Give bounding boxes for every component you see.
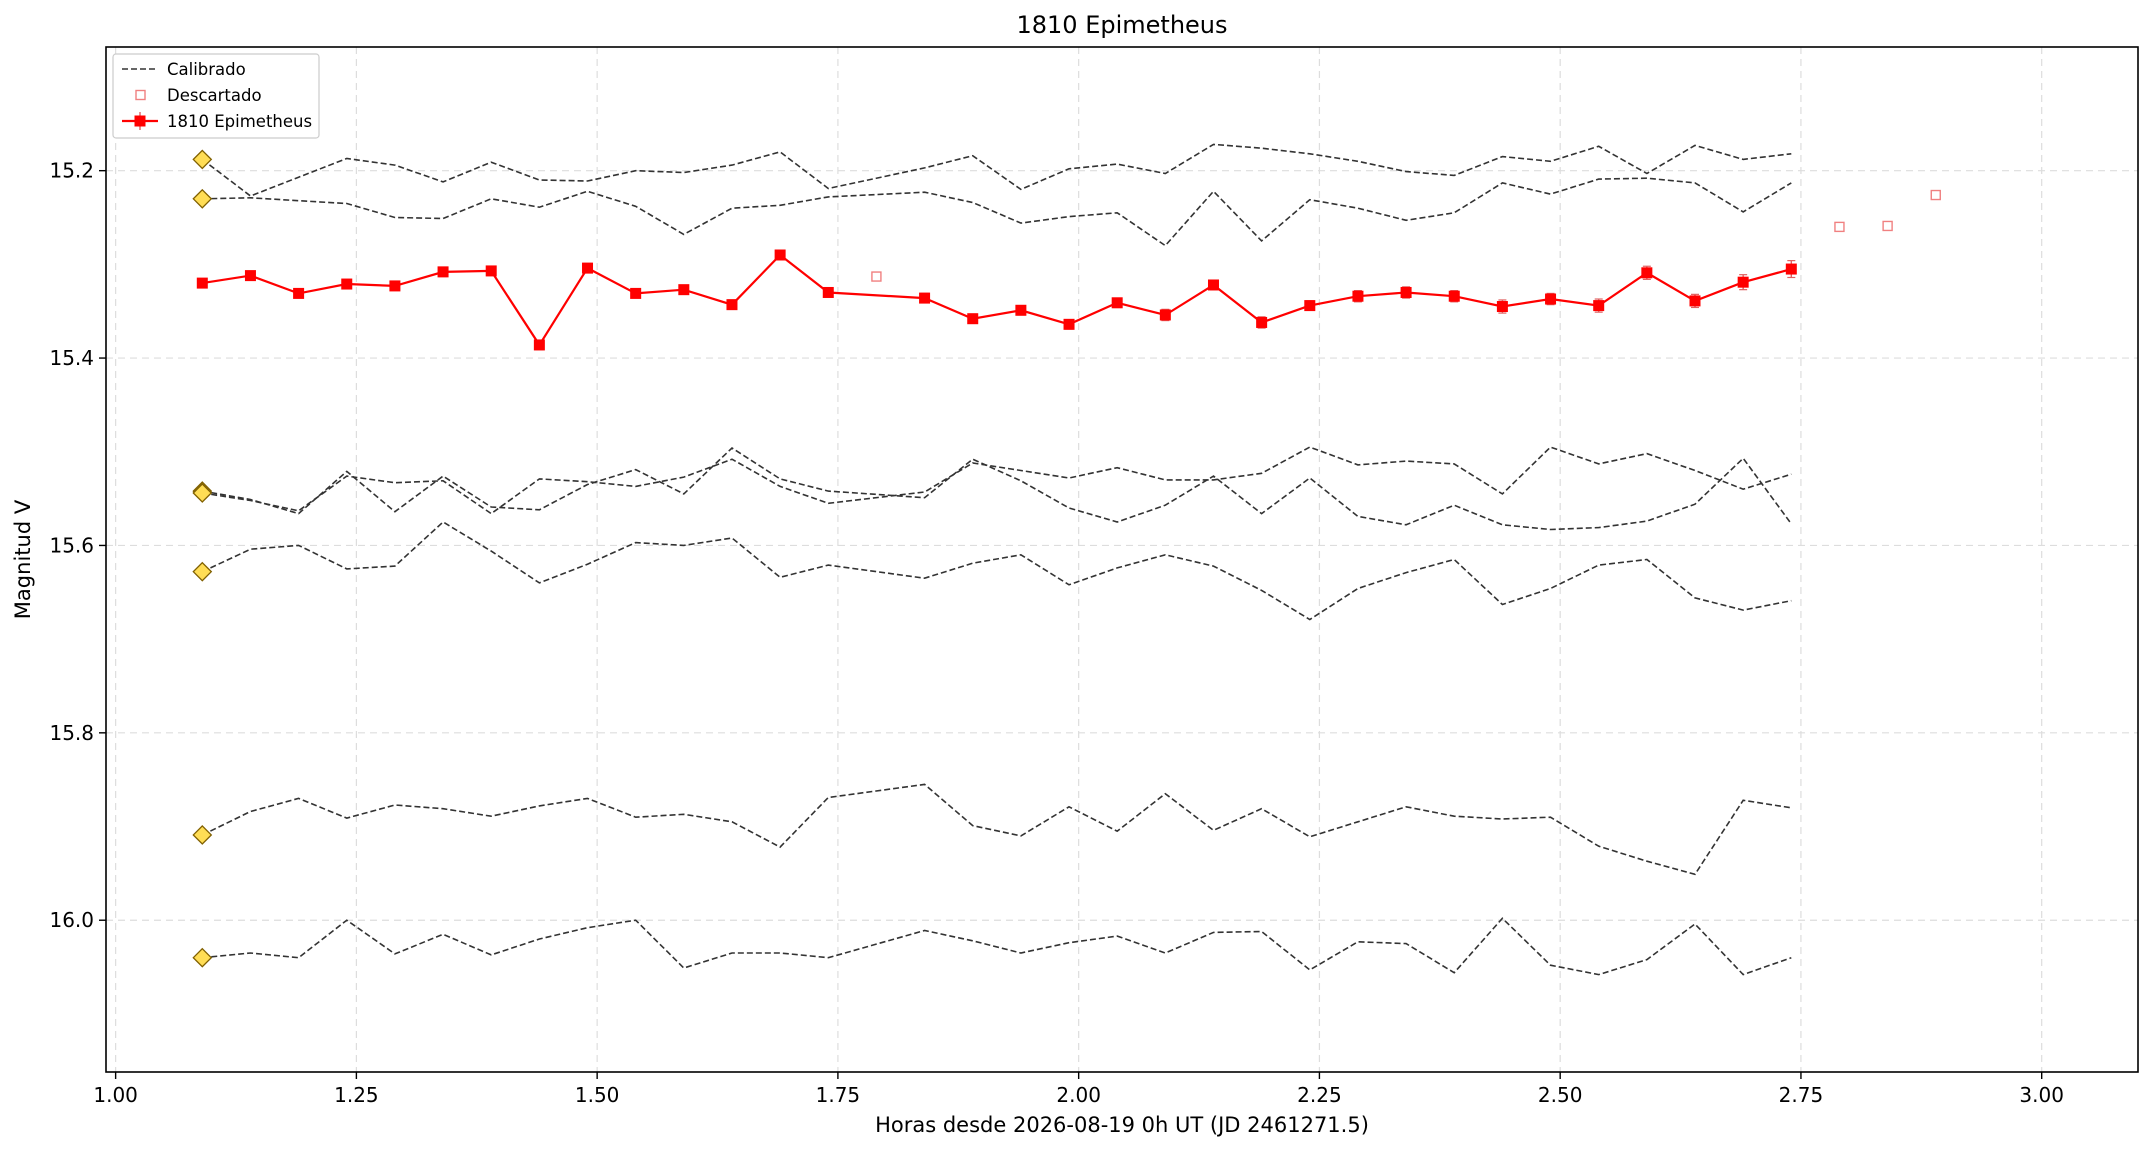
target-point <box>244 270 256 282</box>
legend-label: 1810 Epimetheus <box>167 112 312 131</box>
discarded-point <box>1930 189 1941 201</box>
calibration-series-group <box>201 143 1792 976</box>
calibration-line <box>201 143 1792 197</box>
x-tick-label: 2.25 <box>1297 1083 1342 1107</box>
target-point <box>1063 318 1075 330</box>
target-point <box>1689 295 1701 307</box>
target-point <box>485 265 497 277</box>
x-tick-label: 2.75 <box>1779 1083 1824 1107</box>
target-point <box>630 287 642 299</box>
x-tick-label: 1.75 <box>816 1083 861 1107</box>
x-tick-label: 1.25 <box>334 1083 379 1107</box>
target-point <box>1207 279 1219 291</box>
plot-frame <box>105 46 2139 1073</box>
reference-markers-group <box>192 149 213 968</box>
x-tick-label: 1.00 <box>93 1083 138 1107</box>
target-point <box>1737 276 1749 288</box>
y-tick-label: 15.8 <box>49 721 94 745</box>
target-point <box>1593 300 1605 312</box>
y-tick-label: 15.4 <box>49 346 94 370</box>
x-tick-label: 2.50 <box>1538 1083 1583 1107</box>
target-point <box>919 292 931 304</box>
calibration-line <box>202 177 1792 247</box>
target-point <box>1304 300 1316 312</box>
discarded-point <box>1834 221 1845 233</box>
target-point <box>1785 263 1797 275</box>
discarded-point <box>1882 220 1893 232</box>
target-point <box>1352 290 1364 302</box>
x-tick-label: 1.50 <box>575 1083 620 1107</box>
target-point <box>967 313 979 325</box>
y-axis-ticks: 15.2 15.4 15.6 15.8 16.0 <box>49 159 106 932</box>
target-point <box>341 278 353 290</box>
calibration-line <box>202 446 1792 531</box>
y-tick-label: 15.6 <box>49 533 94 557</box>
y-tick-label: 16.0 <box>49 908 94 932</box>
target-point <box>1641 267 1653 279</box>
x-tick-label: 2.00 <box>1056 1083 1101 1107</box>
target-point <box>822 286 834 298</box>
target-point <box>1448 290 1460 302</box>
target-point <box>533 339 545 351</box>
target-point <box>1400 286 1412 298</box>
target-point <box>196 277 208 289</box>
discarded-point <box>871 271 882 282</box>
target-point <box>437 266 449 278</box>
y-axis-title: Magnitud V <box>11 499 35 619</box>
y-tick-label: 15.2 <box>49 159 94 183</box>
target-point <box>389 280 401 292</box>
legend-label: Calibrado <box>167 60 246 79</box>
target-point <box>1015 304 1027 316</box>
calibration-line <box>201 521 1792 621</box>
chart-title: 1810 Epimetheus <box>1016 11 1227 39</box>
calibration-line <box>201 783 1792 876</box>
calibration-line <box>202 446 1792 515</box>
calibration-line <box>202 917 1792 976</box>
target-point <box>1111 297 1123 309</box>
x-axis-ticks: 1.00 1.25 1.50 1.75 2.00 2.25 2.50 2.75 3.00 <box>93 1072 2064 1107</box>
reference-star-marker <box>192 825 213 845</box>
target-series-group <box>196 249 1797 351</box>
legend-swatch-marker <box>134 115 146 127</box>
legend: Calibrado Descartado 1810 Epimetheus <box>112 53 320 139</box>
target-point <box>774 249 786 261</box>
target-point <box>1496 301 1508 313</box>
target-point <box>293 287 305 299</box>
reference-star-marker <box>192 483 213 503</box>
target-point <box>582 262 594 274</box>
reference-star-marker <box>192 149 213 170</box>
x-tick-label: 3.00 <box>2019 1083 2064 1107</box>
reference-star-marker <box>192 947 213 968</box>
target-point <box>1545 293 1557 305</box>
legend-swatch-descartado <box>135 89 146 101</box>
target-point <box>726 299 738 311</box>
target-point <box>1256 316 1268 328</box>
x-axis-title: Horas desde 2026-08-19 0h UT (JD 2461271… <box>875 1113 1369 1137</box>
target-point <box>1159 309 1171 321</box>
discarded-points-group <box>871 189 1941 282</box>
reference-star-marker <box>192 561 213 582</box>
legend-box <box>112 53 320 139</box>
legend-label: Descartado <box>167 86 262 105</box>
grid-lines <box>106 47 2138 1072</box>
target-point <box>678 284 690 296</box>
reference-star-marker <box>192 188 213 209</box>
